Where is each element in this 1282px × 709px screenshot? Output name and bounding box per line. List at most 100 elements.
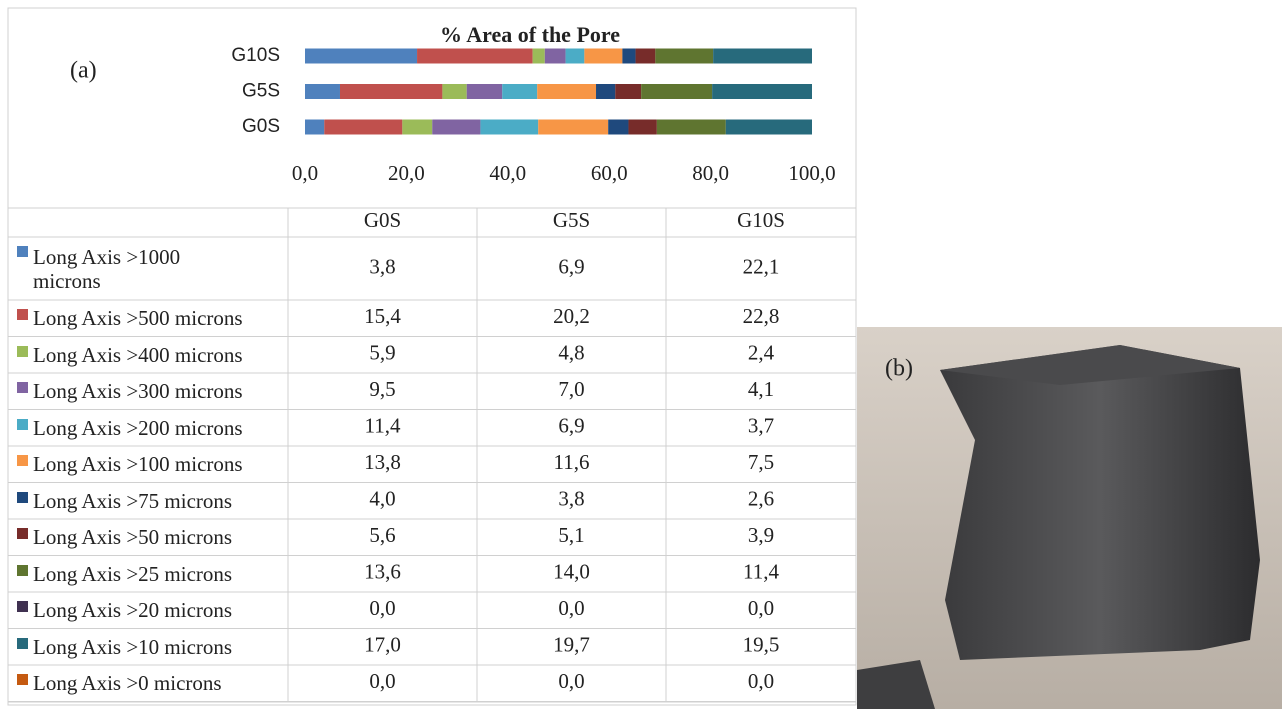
legend-label: Long Axis >300 microns	[33, 379, 243, 403]
table-value: 19,5	[743, 633, 780, 657]
legend-swatch	[17, 492, 28, 503]
bar-segment	[432, 120, 480, 135]
legend-swatch	[17, 246, 28, 257]
bar-segment	[628, 120, 656, 135]
table-value: 9,5	[369, 377, 395, 401]
bar-segment	[641, 84, 712, 99]
table-header: G5S	[553, 208, 590, 232]
table-value: 13,6	[364, 560, 401, 584]
table-value: 3,9	[748, 523, 774, 547]
table-value: 4,8	[558, 341, 584, 365]
legend-entry: Long Axis >50 microns	[9, 519, 287, 556]
legend-label: Long Axis >10 microns	[33, 635, 232, 659]
legend-cell: Long Axis >100 microns	[9, 446, 287, 483]
legend-swatch	[17, 528, 28, 539]
table-value: 19,7	[553, 633, 590, 657]
bar-segment	[636, 49, 656, 64]
legend-swatch	[17, 565, 28, 576]
bar-segment	[608, 120, 628, 135]
legend-entry: Long Axis >10 microns	[9, 629, 287, 666]
legend-swatch	[17, 382, 28, 393]
legend-cell: Long Axis >75 microns	[9, 483, 287, 520]
table-value: 6,9	[558, 254, 584, 278]
legend-swatch	[17, 638, 28, 649]
legend-entry: Long Axis >25 microns	[9, 556, 287, 593]
table-value: 0,0	[558, 669, 584, 693]
photo	[857, 327, 1282, 709]
y-tick-label: G10S	[231, 45, 280, 66]
bar-segment	[533, 49, 545, 64]
legend-cell: Long Axis >50 microns	[9, 519, 287, 556]
y-tick-label: G5S	[242, 81, 280, 102]
table-value: 6,9	[558, 414, 584, 438]
bar-segment	[712, 84, 812, 99]
legend-entry: Long Axis >200 microns	[9, 410, 287, 447]
table-value: 13,8	[364, 450, 401, 474]
panel-label: (a)	[70, 58, 97, 84]
table-value: 15,4	[364, 304, 401, 328]
bar-segment	[584, 49, 622, 64]
legend-swatch	[17, 601, 28, 612]
bar-segment	[615, 84, 641, 99]
y-tick-label: G0S	[242, 116, 280, 137]
table-value: 4,1	[748, 377, 774, 401]
bar-segment	[340, 84, 442, 99]
bar-segment	[502, 84, 537, 99]
bar-segment	[657, 120, 726, 135]
table-value: 3,8	[369, 254, 395, 278]
legend-cell: Long Axis >1000 microns	[9, 237, 287, 300]
table-header: G10S	[737, 208, 785, 232]
legend-swatch	[17, 309, 28, 320]
bar-segment	[305, 84, 340, 99]
table-value: 20,2	[553, 304, 590, 328]
table-value: 7,0	[558, 377, 584, 401]
legend-label: Long Axis >20 microns	[33, 598, 232, 622]
bar-segment	[305, 120, 324, 135]
legend-cell: Long Axis >25 microns	[9, 556, 287, 593]
data-table: G0S G5S G10S Long Axis >1000 microns 3,8 6,9 2…	[8, 208, 856, 702]
legend-label: Long Axis >500 microns	[33, 306, 243, 330]
bar-segment	[566, 49, 585, 64]
legend-cell: Long Axis >400 microns	[9, 337, 287, 374]
bar-segment	[305, 49, 417, 64]
figure: (a) % Area of the Pore (b) 0,020,040,060…	[0, 0, 1282, 709]
legend-label: Long Axis >50 microns	[33, 525, 232, 549]
legend-label: Long Axis >1000 microns	[33, 245, 223, 293]
table-value: 0,0	[748, 669, 774, 693]
x-tick-label: 60,0	[591, 161, 628, 185]
table-value: 3,8	[558, 487, 584, 511]
bar-segment	[622, 49, 635, 64]
bar-segment	[538, 120, 608, 135]
table-value: 0,0	[748, 596, 774, 620]
legend-cell: Long Axis >20 microns	[9, 592, 287, 629]
table-value: 11,4	[743, 560, 779, 584]
panel-label: (b)	[885, 356, 913, 382]
legend-label: Long Axis >100 microns	[33, 452, 243, 476]
x-tick-label: 40,0	[489, 161, 526, 185]
bar-segment	[596, 84, 615, 99]
legend-label: Long Axis >0 microns	[33, 671, 222, 695]
table-value: 7,5	[748, 450, 774, 474]
legend-entry: Long Axis >75 microns	[9, 483, 287, 520]
legend-swatch	[17, 346, 28, 357]
table-value: 17,0	[364, 633, 401, 657]
x-tick-label: 0,0	[292, 161, 318, 185]
x-tick-label: 20,0	[388, 161, 425, 185]
legend-entry: Long Axis >500 microns	[9, 300, 287, 337]
bar-segment	[467, 84, 502, 99]
table-value: 11,4	[365, 414, 401, 438]
legend-entry: Long Axis >100 microns	[9, 446, 287, 483]
bar-segment	[713, 49, 812, 64]
page: {"panel_labels": ["(a)", "(b)"], "chart_…	[0, 0, 1282, 709]
table-value: 0,0	[369, 596, 395, 620]
bar-segment	[324, 120, 402, 135]
bar-segment	[417, 49, 533, 64]
legend-cell: Long Axis >0 microns	[9, 665, 287, 702]
table-header: G0S	[364, 208, 401, 232]
table-value: 0,0	[558, 596, 584, 620]
legend-label: Long Axis >200 microns	[33, 416, 243, 440]
table-value: 0,0	[369, 669, 395, 693]
legend-label: Long Axis >75 microns	[33, 489, 232, 513]
legend-swatch	[17, 674, 28, 685]
bar-segment	[480, 120, 538, 135]
